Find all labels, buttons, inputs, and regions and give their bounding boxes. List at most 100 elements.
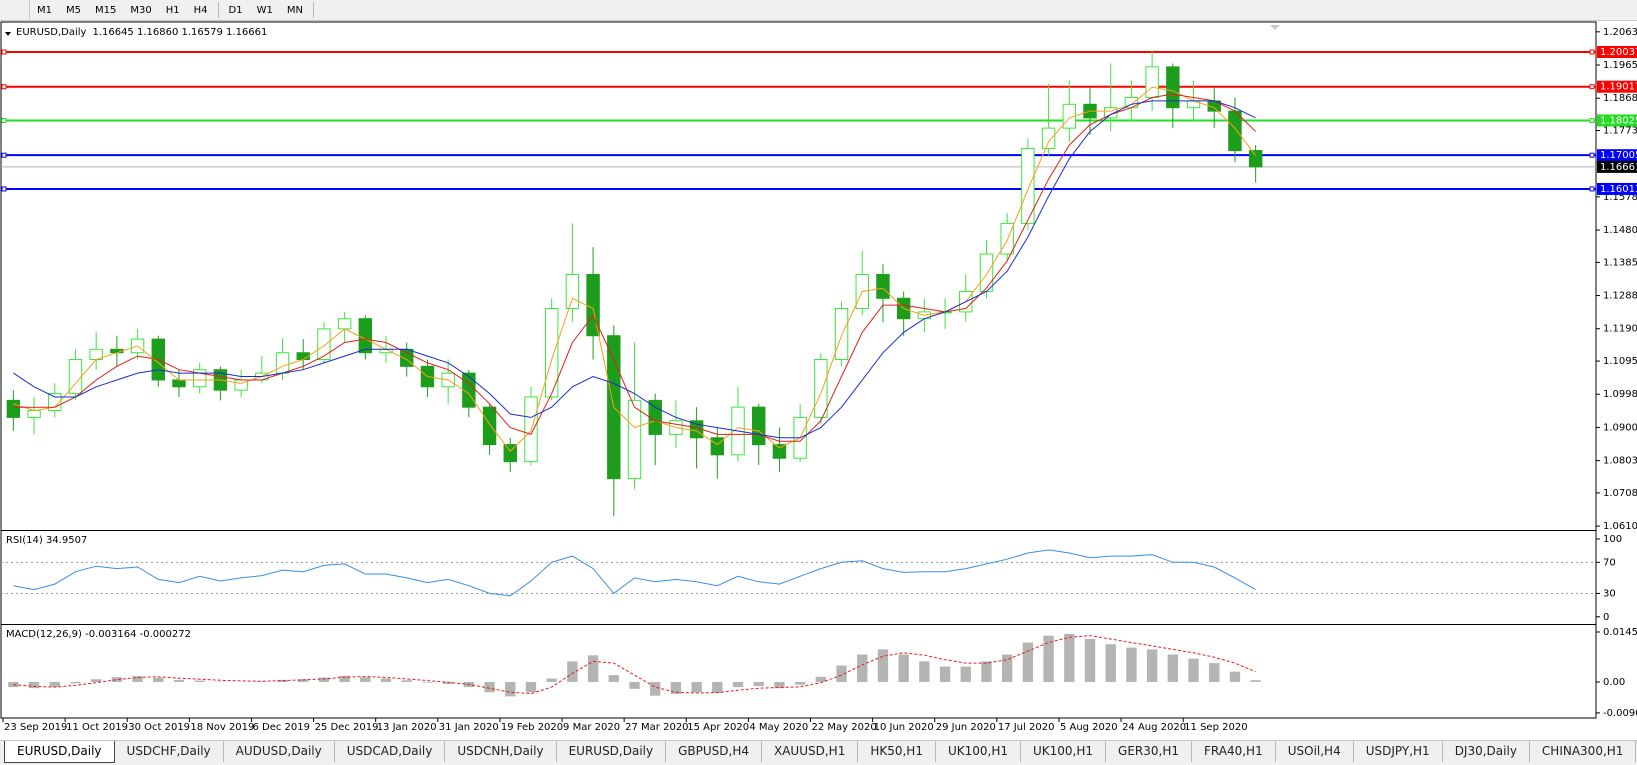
chart-title: EURUSD,Daily 1.16645 1.16860 1.16579 1.16… (16, 27, 267, 38)
level-label-box (1597, 46, 1637, 59)
x-tick-label: 5 Aug 2020 (1060, 722, 1118, 733)
x-tick-label: 27 Mar 2020 (625, 722, 688, 733)
toolbar-separator (217, 2, 219, 18)
timeframe-button[interactable]: H4 (193, 4, 208, 16)
level-handle (1589, 49, 1595, 55)
chart-tab[interactable]: GER30,H1 (1106, 741, 1192, 762)
y-tick-label: 1.13855 (1603, 257, 1637, 268)
level-label: 1.17005 (1600, 150, 1637, 161)
rsi-line (13, 549, 1256, 597)
chart-tab[interactable]: XAUUSD,H1 (762, 741, 859, 762)
y-tick-label: 100 (1603, 534, 1622, 545)
x-tick-label: 25 Dec 2019 (315, 722, 379, 733)
shift-marker (1270, 25, 1280, 30)
level-handle (1589, 186, 1595, 192)
chart-tab[interactable]: DJ30,Daily (1443, 741, 1530, 762)
chart-tab[interactable]: EURUSD,Daily (557, 741, 667, 762)
y-tick-label: 1.12880 (1603, 291, 1637, 302)
y-tick-label: 30 (1603, 588, 1616, 599)
current-price-box (1597, 160, 1637, 173)
candle-body (752, 406, 766, 446)
candle-body (482, 406, 497, 446)
symbol: EURUSD,Daily (16, 27, 87, 38)
y-tick-label: 1.11905 (1603, 324, 1637, 335)
x-tick-label: 22 May 2020 (811, 722, 876, 733)
y-tick-label: 1.07080 (1603, 488, 1637, 499)
level-label-box (1597, 114, 1637, 127)
timeframe-button[interactable]: M15 (95, 4, 117, 16)
level-handle (1589, 84, 1595, 90)
chart-tab[interactable]: USDCHF,Daily (115, 741, 224, 762)
x-tick-label: 4 May 2020 (749, 722, 808, 733)
y-tick-label: 0 (1603, 612, 1609, 623)
level-handle (1, 84, 7, 90)
x-tick-label: 15 Apr 2020 (687, 722, 749, 733)
y-tick-label: 1.20630 (1603, 27, 1637, 38)
candle-body (565, 273, 580, 309)
level-handle (1589, 117, 1595, 123)
candle-body (1000, 222, 1014, 255)
price-pane: EURUSD,Daily 1.16645 1.16860 1.16579 1.16… (1, 27, 1596, 517)
chart-tab[interactable]: UK100,H1 (936, 741, 1021, 762)
chart-tab[interactable]: USOil,H4 (1276, 741, 1354, 762)
timeframe-button[interactable]: M5 (66, 4, 81, 16)
candle-body (1228, 110, 1242, 152)
candle-body (876, 273, 890, 299)
candle-body (772, 444, 787, 459)
chart-tab[interactable]: CHINA300,H1 (1530, 741, 1637, 762)
level-label-box (1597, 182, 1637, 195)
chart-tab[interactable]: HK50,H1 (858, 741, 936, 762)
y-tick-label: 1.09980 (1603, 389, 1637, 400)
chart-tab[interactable]: USDJPY,H1 (1354, 741, 1443, 762)
x-tick-label: 29 Jun 2020 (936, 722, 996, 733)
timeframe-button[interactable]: M1 (37, 4, 52, 16)
y-tick-label: 1.08030 (1603, 456, 1637, 467)
level-handle (1, 152, 7, 158)
chart-frame (0, 21, 1597, 719)
level-label-box (1597, 80, 1637, 93)
rsi-pane: RSI(14) 34.9507 (1, 535, 1596, 597)
level-label: 1.16013 (1600, 184, 1637, 195)
y-tick-label: 1.14805 (1603, 225, 1637, 236)
y-tick-label: 1.06105 (1603, 521, 1637, 532)
timeframe-button[interactable]: MN (286, 4, 303, 16)
candle-body (358, 318, 373, 354)
y-tick-label: 1.09005 (1603, 422, 1637, 433)
toolbar-grip (0, 0, 30, 21)
candle-body (586, 273, 600, 337)
timeframe-button[interactable]: D1 (228, 4, 243, 16)
chart-tab[interactable]: USDCAD,Daily (335, 741, 446, 762)
level-label: 1.20037 (1600, 47, 1637, 58)
chart-tab[interactable]: AUDUSD,Daily (224, 741, 335, 762)
x-tick-label: 24 Aug 2020 (1122, 722, 1186, 733)
y-tick-label: 1.18680 (1603, 93, 1637, 104)
toolbar-separator (312, 2, 314, 18)
candle-body (627, 399, 642, 480)
candle-body (6, 399, 21, 418)
chart-tabs: EURUSD,Daily USDCHF,Daily AUDUSD,Daily USDC… (0, 740, 1637, 765)
timeframe-button[interactable]: H1 (165, 4, 180, 16)
chart-tab[interactable]: EURUSD,Daily (4, 741, 115, 763)
chart-tab[interactable]: UK100,H1 (1021, 741, 1107, 762)
candle-body (317, 328, 331, 361)
y-tick-label: 0.00 (1603, 677, 1625, 688)
moving-average (13, 100, 1256, 439)
y-tick-label: -0.009001 (1603, 708, 1637, 719)
x-tick-label: 11 Sep 2020 (1184, 722, 1247, 733)
x-tick-label: 30 Oct 2019 (128, 722, 190, 733)
candle-body (1145, 66, 1159, 99)
timeframe-toolbar: M1 M5 M15 M30 H1 H4 D1 W1 MN (0, 0, 1637, 21)
candle-body (979, 253, 994, 292)
x-tick-label: 10 Jun 2020 (874, 722, 934, 733)
chart-tab[interactable]: USDCNH,Daily (445, 741, 557, 762)
chart-tab[interactable]: FRA40,H1 (1192, 741, 1276, 762)
level-label: 1.19017 (1600, 82, 1637, 93)
timeframe-button[interactable]: M30 (130, 4, 152, 16)
y-tick-label: 1.15780 (1603, 192, 1637, 203)
x-tick-label: 19 Feb 2020 (501, 722, 563, 733)
chart-tab[interactable]: GBPUSD,H4 (666, 741, 762, 762)
collapse-arrow[interactable] (5, 32, 11, 36)
candle-body (1021, 148, 1035, 224)
timeframe-button[interactable]: W1 (256, 4, 273, 16)
